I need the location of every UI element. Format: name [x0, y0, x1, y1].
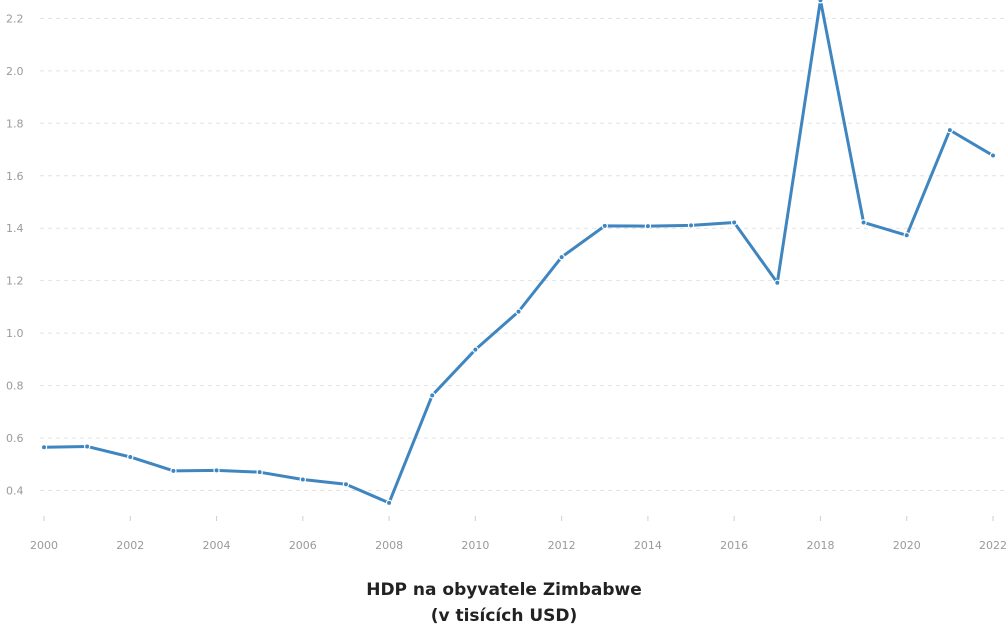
data-point[interactable]: [385, 499, 393, 507]
x-tick-label: 2020: [893, 539, 921, 552]
data-point[interactable]: [83, 443, 91, 450]
data-point[interactable]: [429, 392, 436, 399]
y-tick-label: 1.8: [6, 117, 24, 130]
x-tick-label: 2008: [375, 539, 403, 552]
data-point[interactable]: [644, 222, 652, 230]
y-tick-label: 0.6: [6, 432, 24, 445]
data-point[interactable]: [127, 453, 134, 461]
series-line: [42, 0, 995, 505]
x-tick-label: 2022: [979, 539, 1007, 552]
x-tick-label: 2014: [634, 539, 662, 552]
x-tick-label: 2002: [116, 539, 144, 552]
y-tick-label: 1.6: [6, 170, 24, 183]
data-point[interactable]: [299, 476, 307, 483]
x-tick-label: 2010: [461, 539, 489, 552]
x-tick-label: 2018: [806, 539, 834, 552]
data-point[interactable]: [342, 481, 350, 488]
data-point[interactable]: [170, 467, 177, 475]
data-point[interactable]: [515, 308, 522, 315]
x-axis-ticks: 2000 2002 2004 2006 2008 2010 2012 2014 2016 2018…: [30, 516, 1007, 552]
y-tick-label: 2.2: [6, 12, 24, 25]
data-point[interactable]: [601, 222, 608, 230]
data-point[interactable]: [256, 468, 263, 476]
data-point[interactable]: [774, 279, 781, 286]
data-point[interactable]: [213, 467, 220, 474]
y-tick-label: 2.0: [6, 65, 24, 78]
series-layer: [42, 0, 995, 505]
x-tick-label: 2016: [720, 539, 748, 552]
line-chart: 0.40.60.81.01.21.41.61.82.02.2 2000 2002 2…: [6, 0, 1008, 552]
data-point[interactable]: [40, 444, 48, 451]
x-tick-label: 2006: [289, 539, 317, 552]
data-point[interactable]: [472, 346, 479, 353]
data-point[interactable]: [989, 152, 997, 159]
data-point[interactable]: [558, 253, 565, 261]
data-point[interactable]: [730, 219, 738, 226]
data-point[interactable]: [687, 222, 695, 229]
y-axis-ticks: 0.4 0.6 0.8 1.0 1.2 1.4 1.6 1.8 2.0 2.2: [6, 12, 24, 497]
data-point[interactable]: [860, 219, 867, 226]
gridlines: [40, 17, 1008, 492]
x-tick-label: 2012: [548, 539, 576, 552]
y-tick-label: 0.4: [6, 485, 24, 498]
chart-subtitle: (v tisících USD): [430, 606, 578, 626]
data-point[interactable]: [946, 126, 954, 134]
chart-title: HDP na obyvatele Zimbabwe: [366, 580, 642, 600]
data-points: [40, 0, 997, 507]
data-point[interactable]: [903, 232, 910, 239]
y-tick-label: 1.0: [6, 327, 24, 340]
data-point[interactable]: [817, 0, 824, 4]
x-tick-label: 2000: [30, 539, 58, 552]
y-tick-label: 1.4: [6, 222, 24, 235]
y-tick-label: 1.2: [6, 275, 24, 288]
y-tick-label: 0.8: [6, 380, 24, 393]
x-tick-label: 2004: [203, 539, 231, 552]
